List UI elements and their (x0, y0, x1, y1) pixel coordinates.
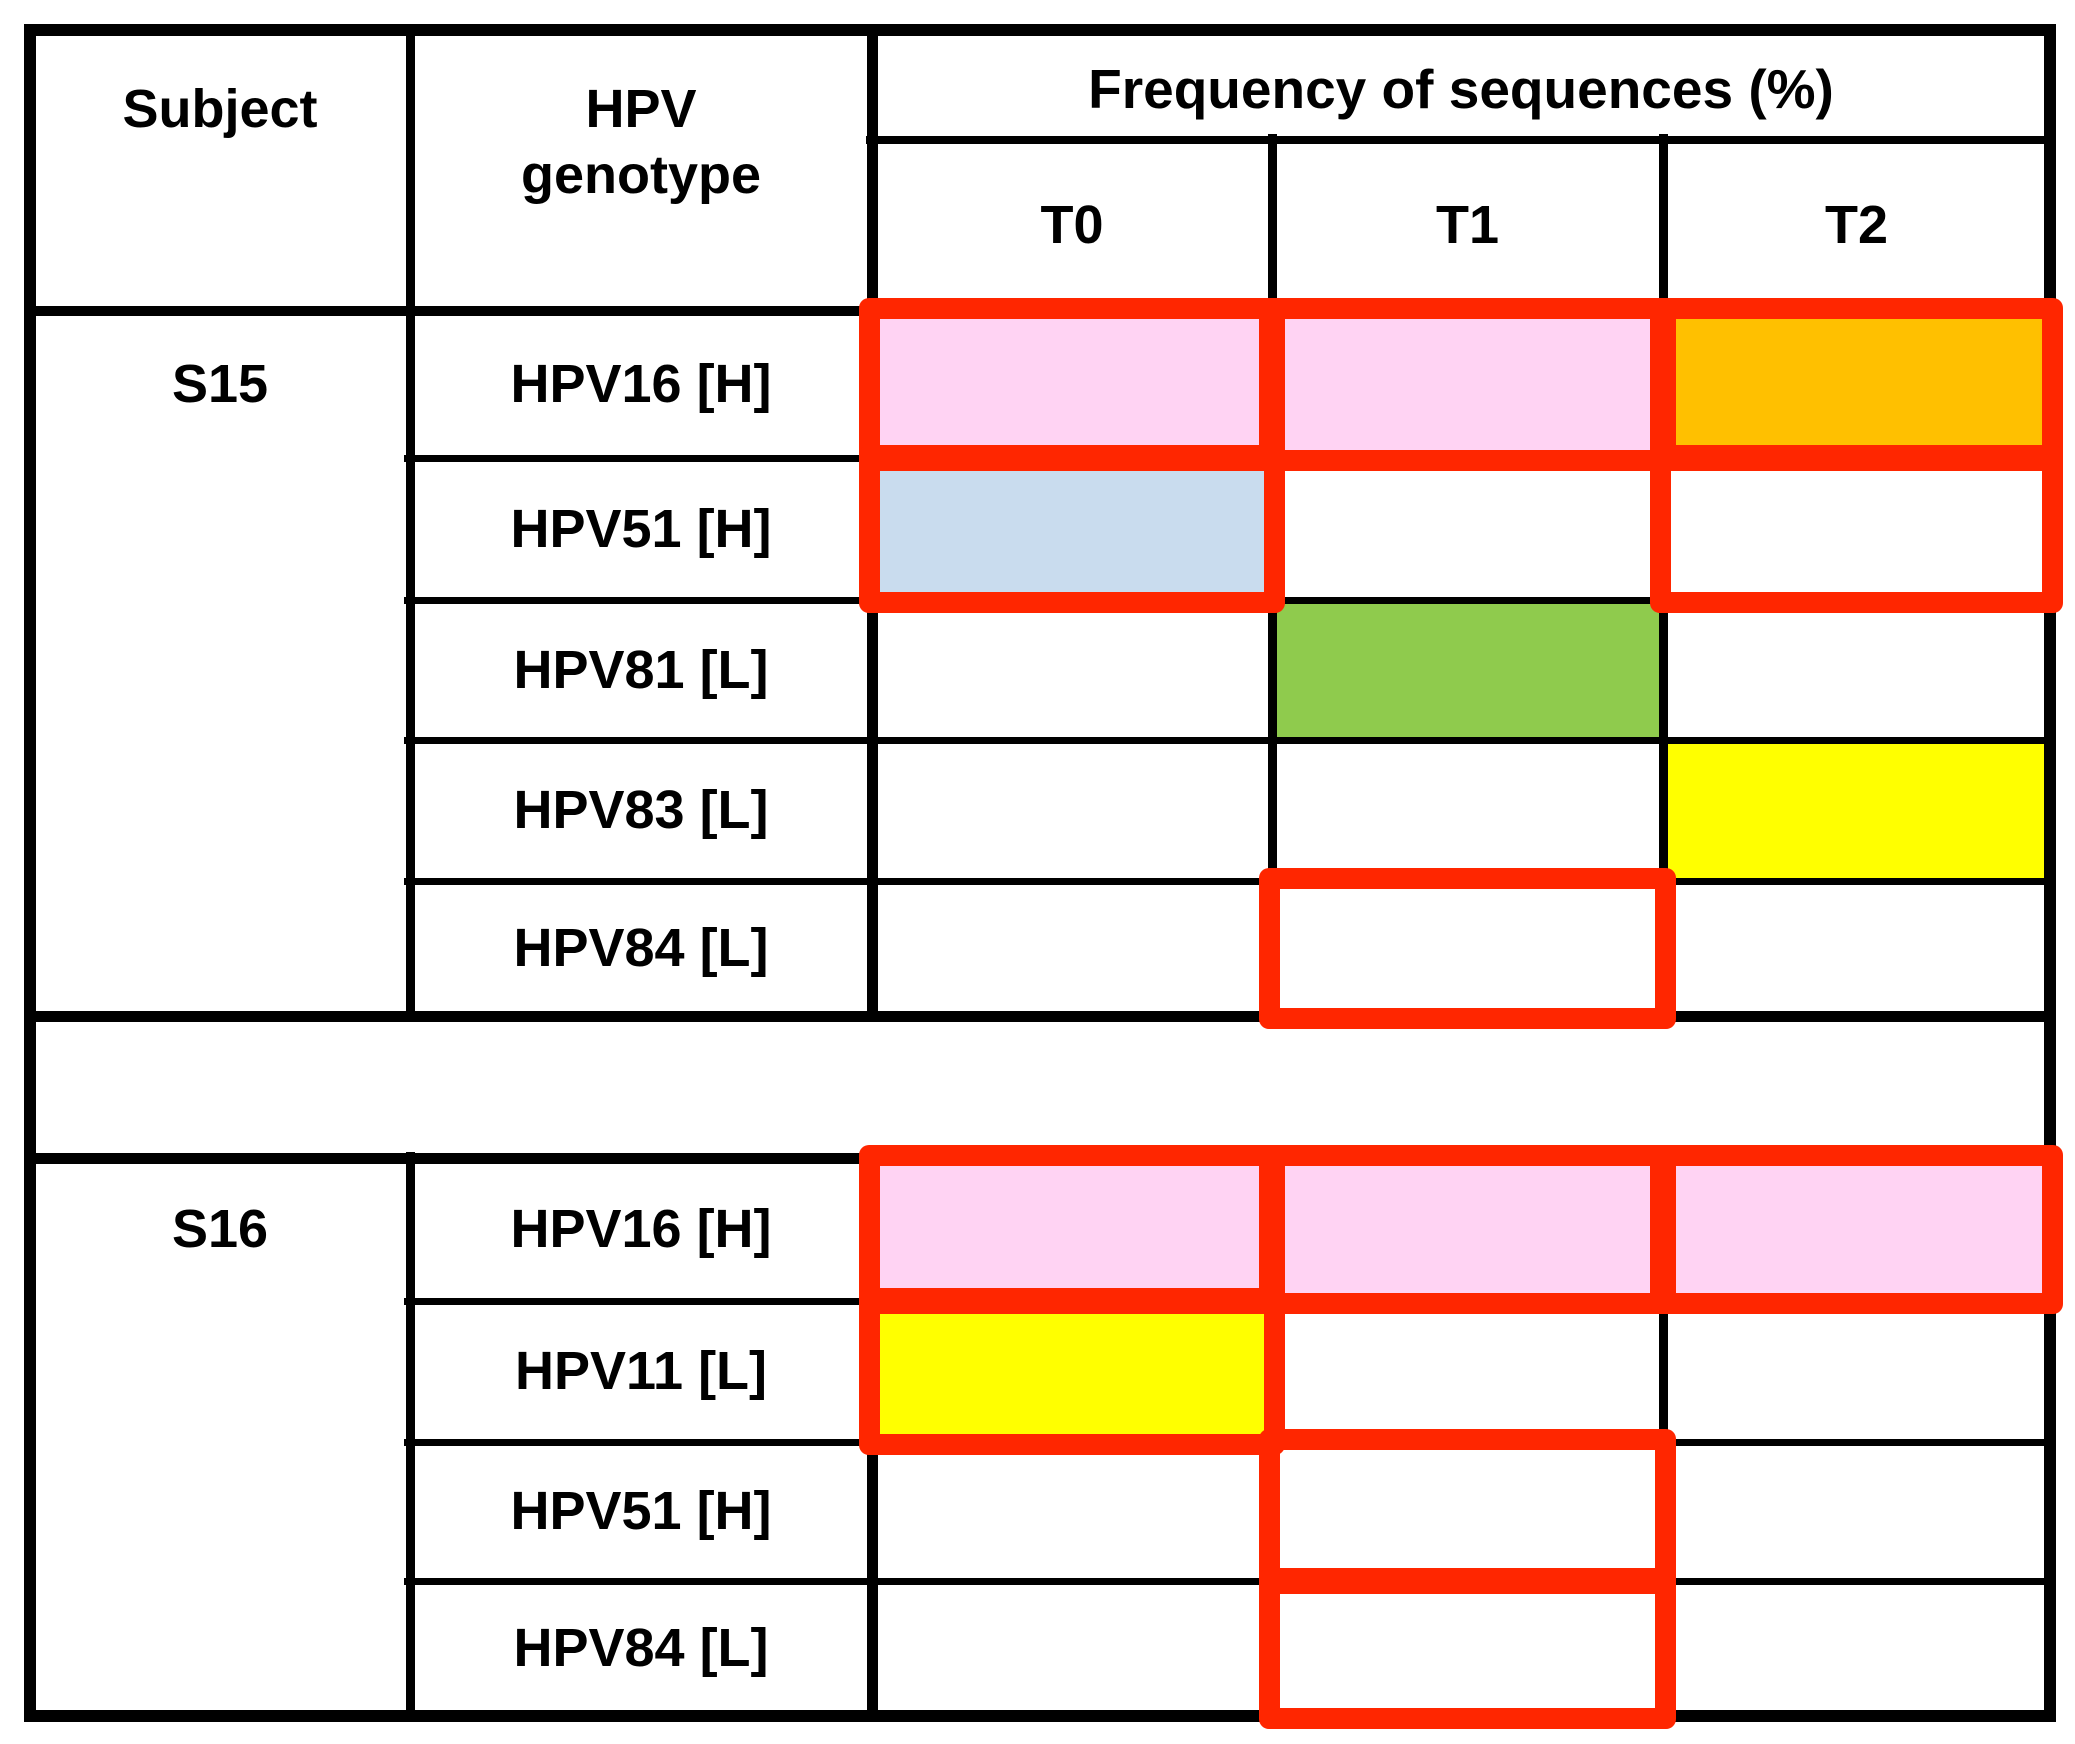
cell-S16-HPV16-T2 (1663, 1158, 2050, 1301)
cell-S15-HPV16-T0 (872, 311, 1272, 458)
red-highlight-rect (1650, 445, 2063, 613)
genotype-label: HPV16 [H] (510, 1199, 772, 1259)
subject-label-s16: S16 (171, 1199, 269, 1259)
genotype-label: HPV11 [L] (514, 1341, 768, 1401)
red-highlight-rect (1259, 1145, 1676, 1314)
column-header-genotype-line2: genotype (520, 145, 762, 205)
genotype-label: HPV51 [H] (510, 499, 772, 559)
grid-line (405, 1152, 415, 1722)
cell-S15-HPV83-T2 (1663, 740, 2050, 881)
genotype-label: HPV84 [L] (513, 918, 769, 978)
genotype-label: HPV83 [L] (513, 780, 769, 840)
grid-line (405, 24, 415, 1022)
red-highlight-rect (1259, 298, 1676, 471)
grid-line (866, 136, 2056, 144)
genotype-label: HPV84 [L] (513, 1618, 769, 1678)
grid-line (24, 1710, 2056, 1722)
column-header-t2: T2 (1824, 195, 1889, 255)
column-header-genotype-line1: HPV (585, 79, 697, 139)
cell-S15-HPV16-T2 (1663, 311, 2050, 458)
grid-line (24, 24, 2056, 36)
column-group-header-frequency: Frequency of sequences (%) (1088, 58, 1834, 120)
grid-line (404, 1577, 2056, 1585)
subject-label-s15: S15 (171, 354, 269, 414)
cell-S15-HPV81-T1 (1272, 600, 1663, 740)
cell-S16-HPV16-T1 (1272, 1158, 1663, 1301)
grid-line (404, 736, 2056, 744)
genotype-label: HPV81 [L] (513, 640, 769, 700)
cell-S16-HPV16-T0 (872, 1158, 1272, 1301)
column-header-t0: T0 (1040, 195, 1104, 255)
cell-S15-HPV16-T1 (1272, 311, 1663, 458)
genotype-label: HPV16 [H] (510, 354, 772, 414)
cell-S16-HPV11-T0 (872, 1301, 1272, 1442)
red-highlight-rect (1650, 1145, 2063, 1314)
grid-line (24, 24, 36, 1722)
red-highlight-rect (1259, 1568, 1676, 1729)
red-highlight-rect (859, 445, 1285, 613)
red-highlight-rect (1259, 868, 1676, 1029)
grid-line (404, 877, 2056, 885)
column-header-subject: Subject (122, 79, 318, 139)
genotype-label: HPV51 [H] (510, 1481, 772, 1541)
column-header-t1: T1 (1435, 195, 1500, 255)
cell-S15-HPV51-T0 (872, 458, 1272, 600)
red-highlight-rect (859, 1288, 1285, 1455)
grid-line (24, 1010, 2056, 1022)
